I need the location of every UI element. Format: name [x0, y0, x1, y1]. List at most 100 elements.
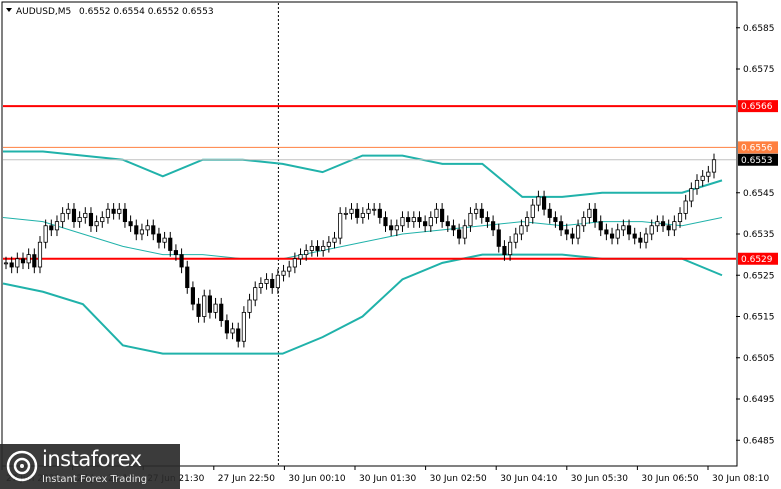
y-tick-label-9: 0.6515 — [743, 313, 775, 323]
candle-body — [230, 328, 235, 334]
candle-body — [513, 233, 518, 243]
candle-body — [655, 221, 660, 227]
x-tick-label-6: 30 Jun 02:50 — [430, 474, 487, 484]
candle-body — [615, 229, 620, 239]
candle-body — [162, 237, 167, 243]
candle-body — [94, 221, 99, 227]
triangle-down-icon[interactable] — [6, 8, 12, 12]
candle-body — [360, 212, 365, 218]
candle-body — [389, 225, 394, 231]
candle-body — [564, 229, 569, 235]
candle-body — [247, 299, 252, 313]
candle-body — [207, 295, 212, 313]
candle-body — [643, 233, 649, 243]
candle-body — [281, 270, 286, 276]
x-tick-label-8: 30 Jun 05:30 — [571, 474, 628, 484]
candle-body — [502, 245, 507, 256]
candle-body — [9, 262, 14, 268]
candle-body — [349, 208, 354, 214]
candle-body — [711, 159, 717, 173]
current-price-label: 0.6553 — [741, 156, 773, 166]
price-axis: 0.6585 0.6575 0.6566 0.6556 0.6553 0.6545 0.65… — [736, 24, 778, 446]
candle-body — [581, 217, 586, 227]
candle-body — [592, 208, 598, 223]
symbol-bar: AUDUSD,M5 0.6552 0.6554 0.6552 0.6553 — [6, 7, 214, 17]
candle-body — [428, 217, 433, 227]
ohlc-readout: 0.6552 0.6554 0.6552 0.6553 — [79, 7, 214, 17]
candle-body — [179, 254, 184, 268]
candle-body — [485, 217, 490, 223]
x-tick-label-10: 30 Jun 08:10 — [712, 474, 769, 484]
candle-body — [541, 196, 547, 210]
candle-body — [519, 225, 524, 235]
candle-body — [304, 250, 309, 256]
candle-body — [315, 245, 320, 251]
candle-body — [71, 208, 77, 223]
candle-body — [417, 217, 422, 223]
candle-body — [445, 221, 450, 227]
candle-body — [638, 237, 643, 243]
y-tick-label-12: 0.6485 — [743, 436, 775, 446]
candle-body — [660, 221, 666, 227]
candle-body — [355, 208, 360, 218]
candle-body — [60, 212, 65, 223]
candle-body — [366, 208, 371, 214]
candle-body — [547, 208, 552, 218]
x-tick-label-9: 30 Jun 06:50 — [641, 474, 698, 484]
candle-body — [43, 225, 48, 243]
y-tick-label-5: 0.6545 — [743, 189, 775, 199]
candle-body — [258, 283, 263, 289]
candle-body — [128, 221, 133, 227]
candle-body — [468, 212, 473, 227]
price-tag-label-7: 0.6529 — [741, 255, 773, 265]
candle-body — [496, 229, 501, 247]
candle-body — [54, 221, 60, 231]
candle-body — [474, 208, 479, 214]
candle-body — [134, 225, 139, 235]
candle-body — [536, 196, 541, 206]
candle-body — [508, 241, 513, 256]
price-tag-7 — [738, 252, 778, 265]
candle-body — [462, 225, 467, 239]
y-tick-label-11: 0.6495 — [743, 395, 775, 405]
candle-body — [100, 217, 105, 223]
candle-body — [604, 229, 609, 235]
brand-tagline: Instant Forex Trading — [42, 474, 148, 485]
candle-body — [32, 254, 37, 268]
candle-body — [298, 254, 303, 260]
candle-body — [683, 200, 688, 214]
candle-body — [219, 303, 224, 322]
candle-body — [666, 225, 671, 231]
candle-body — [190, 287, 195, 305]
candle-body — [202, 295, 207, 317]
chart-frame — [1, 1, 738, 467]
candle-body — [37, 241, 43, 268]
candle-body — [440, 208, 445, 223]
candle-body — [553, 217, 558, 223]
price-tag-2 — [738, 100, 778, 113]
candle-body — [15, 258, 20, 268]
candle-body — [77, 217, 82, 223]
candle-body — [672, 221, 677, 231]
candle-body — [694, 179, 700, 190]
candle-body — [3, 262, 9, 265]
candle-body — [626, 225, 632, 235]
candle-body — [117, 208, 122, 214]
x-tick-label-7: 30 Jun 04:10 — [500, 474, 557, 484]
candle-body — [253, 287, 258, 301]
candle-body — [111, 208, 116, 214]
candle-body — [558, 221, 564, 231]
candle-body — [26, 254, 31, 264]
candle-body — [575, 225, 581, 239]
candle-body — [20, 258, 26, 264]
candle-body — [49, 225, 54, 231]
candle-body — [139, 229, 145, 235]
candle-body — [343, 212, 348, 215]
y-tick-label-6: 0.6535 — [743, 230, 775, 240]
symbol-label: AUDUSD,M5 — [16, 7, 71, 17]
candle-body — [598, 221, 603, 231]
candle-body — [377, 208, 382, 218]
price-tag-3 — [738, 141, 778, 154]
candle-body — [264, 278, 269, 284]
